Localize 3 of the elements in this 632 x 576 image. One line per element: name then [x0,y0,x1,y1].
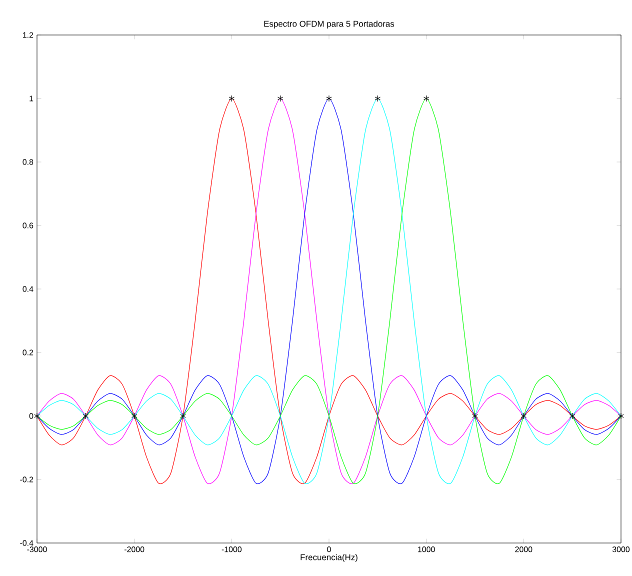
chart-title: Espectro OFDM para 5 Portadoras [264,20,394,28]
line-series [37,98,622,484]
x-axis-title: Frecuencia(Hz) [300,554,358,562]
